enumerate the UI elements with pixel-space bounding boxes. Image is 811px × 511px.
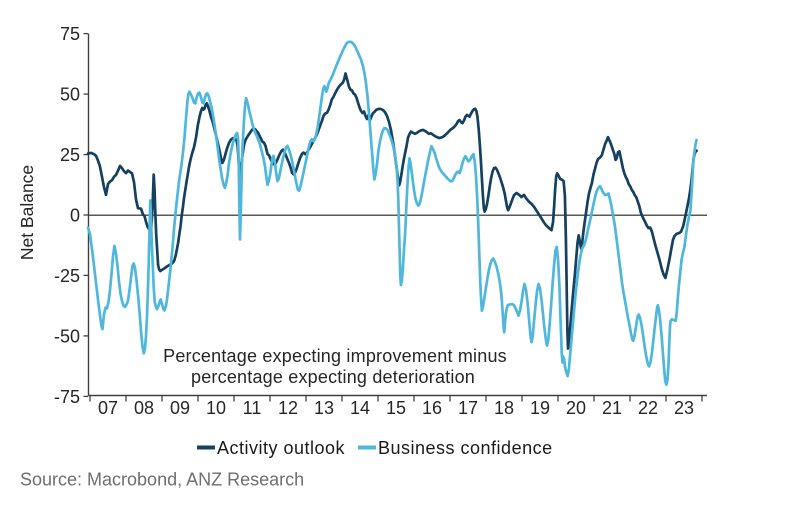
svg-text:-25: -25 (54, 266, 80, 286)
svg-text:15: 15 (386, 398, 406, 418)
svg-text:10: 10 (206, 398, 226, 418)
svg-text:18: 18 (494, 398, 514, 418)
svg-text:21: 21 (602, 398, 622, 418)
svg-text:Activity outlook: Activity outlook (217, 438, 346, 458)
svg-text:12: 12 (278, 398, 298, 418)
svg-text:09: 09 (170, 398, 190, 418)
svg-text:14: 14 (350, 398, 370, 418)
svg-text:19: 19 (530, 398, 550, 418)
svg-text:percentage expecting deteriora: percentage expecting deterioration (191, 367, 475, 387)
svg-text:Net Balance: Net Balance (17, 165, 37, 260)
svg-text:08: 08 (134, 398, 154, 418)
svg-text:17: 17 (458, 398, 478, 418)
svg-text:07: 07 (98, 398, 118, 418)
svg-text:Source: Macrobond, ANZ Researc: Source: Macrobond, ANZ Research (20, 470, 304, 490)
svg-text:20: 20 (566, 398, 586, 418)
svg-text:25: 25 (60, 145, 80, 165)
svg-text:23: 23 (674, 398, 694, 418)
svg-text:75: 75 (60, 24, 80, 44)
svg-text:50: 50 (60, 85, 80, 105)
svg-text:13: 13 (314, 398, 334, 418)
svg-text:Business confidence: Business confidence (378, 438, 553, 458)
svg-text:Percentage expecting improveme: Percentage expecting improvement minus (163, 346, 507, 366)
svg-text:-75: -75 (54, 387, 80, 407)
svg-text:-50: -50 (54, 326, 80, 346)
svg-text:22: 22 (638, 398, 658, 418)
svg-text:11: 11 (243, 398, 262, 418)
svg-text:16: 16 (422, 398, 442, 418)
svg-text:0: 0 (70, 206, 80, 226)
